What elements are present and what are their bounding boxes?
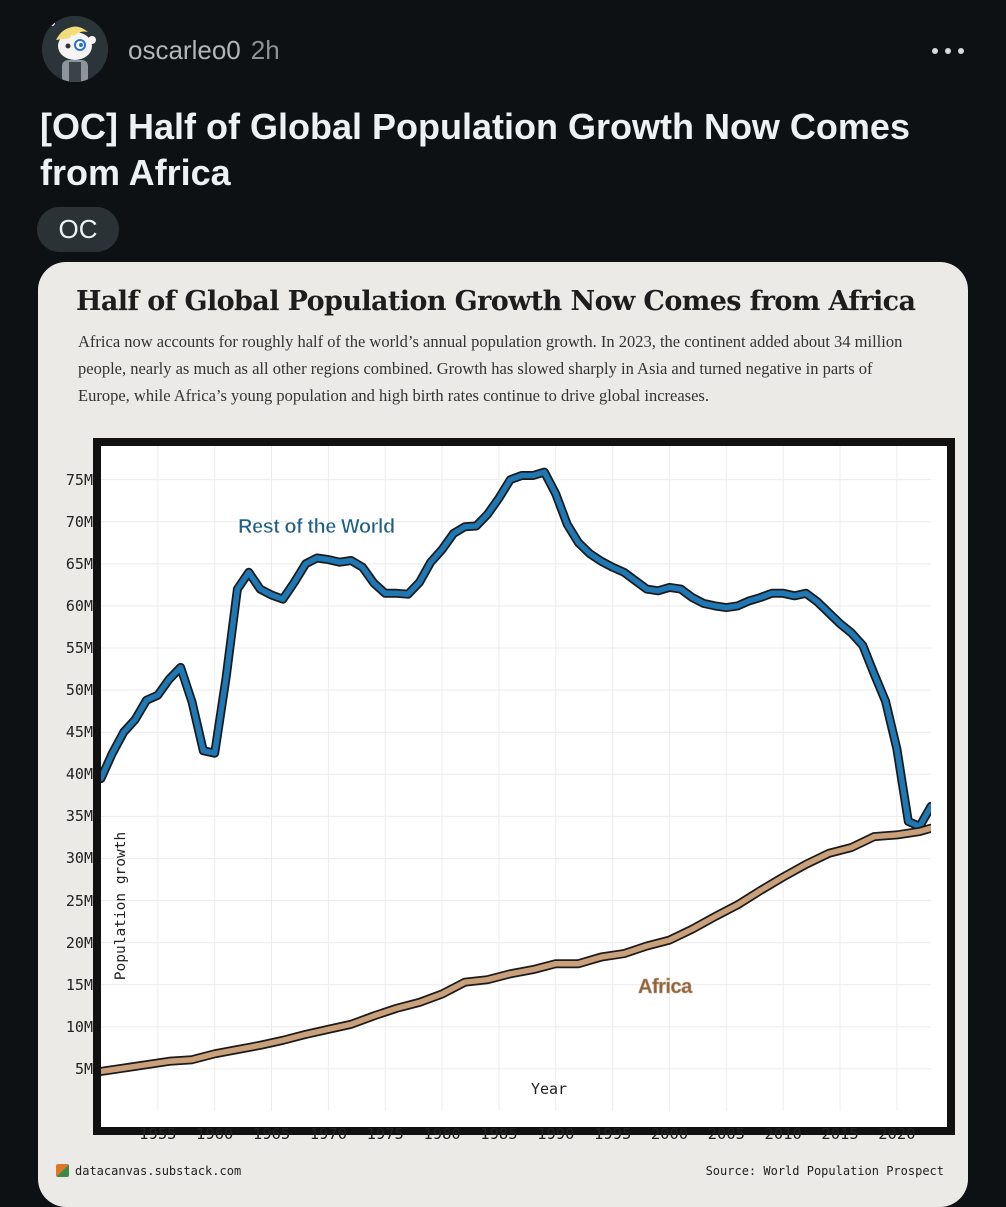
footer-data-source: Source: World Population Prospect [705,1164,944,1178]
y-tick-label: 20M [65,933,93,952]
chart-image-card[interactable]: Half of Global Population Growth Now Com… [38,262,968,1207]
y-tick-label: 5M [74,1059,93,1078]
x-tick-label: 1975 [366,1125,404,1143]
chart-title: Half of Global Population Growth Now Com… [76,286,916,317]
x-tick-label: 1970 [309,1125,348,1143]
x-tick-label: 1990 [537,1125,575,1143]
y-tick-label: 60M [65,596,93,615]
x-axis-label: Year [531,1080,567,1098]
snoo-avatar-icon [42,16,108,82]
y-tick-label: 40M [65,765,93,784]
more-options-icon[interactable] [928,36,968,66]
flair-badge[interactable]: OC [37,207,119,252]
y-tick-label: 75M [65,470,93,489]
username[interactable]: oscarleo0 [128,35,241,65]
avatar[interactable] [42,16,108,82]
chart-description: Africa now accounts for roughly half of … [78,332,903,405]
y-tick-label: 10M [65,1017,93,1036]
series-outline-rest-of-the-world [96,467,936,831]
y-axis-label: Population growth [113,832,129,980]
x-tick-label: 2000 [650,1125,689,1143]
series-label-africa: Africa [638,976,693,998]
series-line-africa [98,825,934,1075]
y-tick-label: 15M [65,975,93,994]
x-tick-label: 2010 [764,1125,802,1143]
series-line-rest-of-the-world [98,469,934,830]
x-tick-label: 1995 [593,1125,632,1143]
x-tick-label: 1980 [423,1125,461,1143]
plot-frame: Population growth Year Rest of the World… [93,438,955,1135]
x-tick-label: 2015 [821,1125,859,1143]
x-tick-label: 1960 [196,1125,234,1143]
post-header: oscarleo0 2h [40,16,970,86]
y-tick-label: 45M [65,723,93,742]
x-tick-label: 2005 [707,1125,745,1143]
y-tick-label: 70M [65,512,93,531]
post-author-line: oscarleo0 2h [128,35,280,66]
x-tick-label: 1955 [139,1125,177,1143]
footer-source-site: datacanvas.substack.com [56,1164,241,1178]
x-tick-label: 2020 [878,1125,916,1143]
datacanvas-logo-icon [56,1164,69,1177]
y-tick-label: 55M [65,639,93,658]
y-tick-label: 25M [65,891,93,910]
y-tick-label: 35M [65,807,93,826]
post-time: 2h [250,35,280,65]
line-chart: Population growth Year Rest of the World… [96,446,936,1111]
y-tick-label: 50M [65,681,93,700]
post-title[interactable]: [OC] Half of Global Population Growth No… [40,106,910,193]
series-label-rest-of-world: Rest of the World [238,516,395,538]
x-tick-label: 1965 [252,1125,291,1143]
y-tick-label: 30M [65,849,93,868]
x-tick-label: 1985 [480,1125,518,1143]
footer-site-text[interactable]: datacanvas.substack.com [75,1164,242,1178]
y-tick-label: 65M [65,554,93,573]
